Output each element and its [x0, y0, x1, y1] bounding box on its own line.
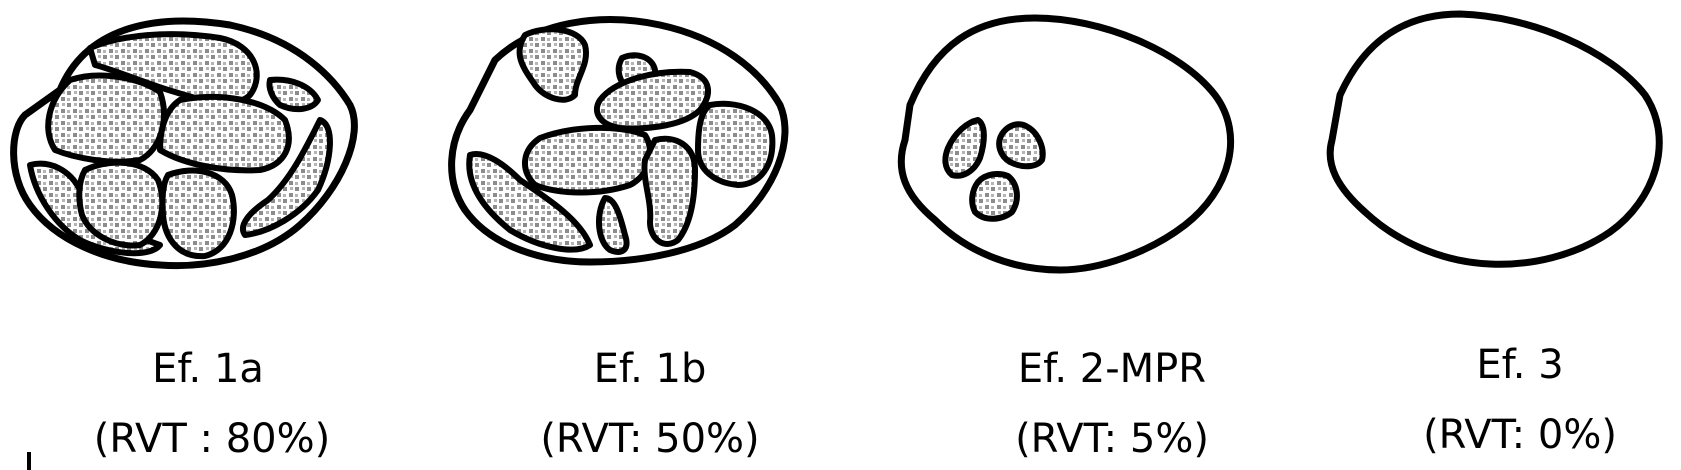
panel-ef-1b: [448, 16, 789, 266]
caption-subtitle-1a: (RVT : 80%): [94, 416, 330, 462]
edge-mark: [27, 452, 31, 470]
viable-tumor-area: [157, 93, 292, 174]
viable-tumor-area: [641, 135, 698, 247]
viable-tumor-area: [996, 121, 1046, 170]
caption-subtitle-3: (RVT: 0%): [1423, 412, 1617, 458]
viable-tumor-area: [695, 100, 776, 188]
caption-subtitle-1b: (RVT: 50%): [540, 416, 759, 462]
caption-title-1a: Ef. 1a: [152, 346, 264, 392]
caption-title-2-mpr: Ef. 2-MPR: [1018, 346, 1206, 392]
viable-tumor-area: [240, 117, 333, 238]
viable-tumor-area: [76, 159, 166, 249]
viable-tumor-area: [969, 171, 1020, 222]
caption-title-1b: Ef. 1b: [594, 346, 707, 392]
viable-tumor-area: [45, 72, 167, 165]
viable-tumor-area: [516, 26, 589, 103]
tumor-outline-3: [1326, 10, 1663, 268]
viable-tumor-area: [522, 124, 653, 196]
viable-tumor-area: [266, 76, 321, 113]
viable-tumor-area: [159, 167, 237, 260]
viable-tumor-area: [942, 117, 987, 179]
panel-ef-2-mpr: [897, 14, 1234, 274]
panel-ef-1a: [10, 17, 358, 270]
viable-tumor-area: [596, 195, 630, 255]
caption-subtitle-2-mpr: (RVT: 5%): [1015, 416, 1209, 462]
caption-title-3: Ef. 3: [1476, 342, 1563, 388]
viable-tumor-area: [466, 151, 593, 253]
panel-ef-3: [1326, 10, 1663, 268]
